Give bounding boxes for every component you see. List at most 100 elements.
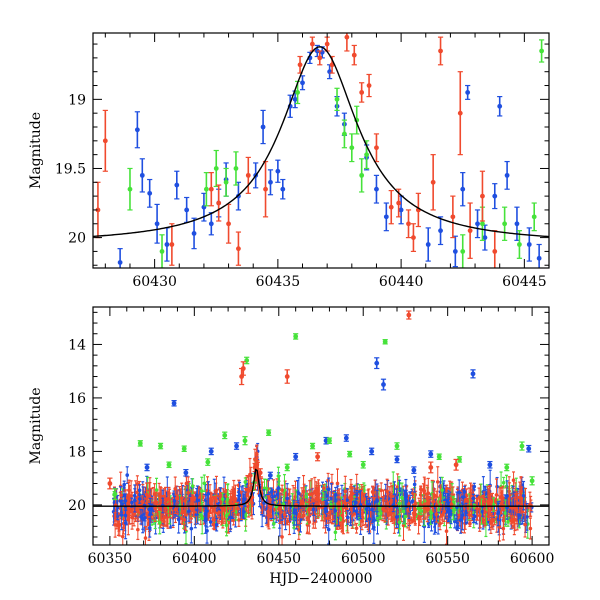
data-point-blue [373, 174, 380, 204]
marker [203, 186, 209, 192]
data-point-blue [275, 159, 281, 183]
marker [335, 481, 340, 486]
marker [317, 55, 323, 61]
data-point-green [354, 105, 360, 135]
data-point-green [460, 234, 466, 268]
data-point-red [528, 517, 533, 540]
data-point-green [294, 80, 301, 105]
data-point-red [492, 230, 498, 268]
data-point-blue [267, 169, 274, 196]
marker [147, 190, 153, 196]
marker [295, 90, 300, 95]
data-point-blue [147, 178, 153, 208]
x-tick-label: 60445 [502, 274, 547, 290]
marker [102, 138, 108, 144]
marker [342, 131, 347, 137]
data-point-blue [154, 203, 160, 244]
marker [425, 242, 431, 247]
marker [189, 526, 194, 531]
y-tick-label: 19 [68, 92, 86, 108]
marker [426, 491, 431, 496]
plot-area [93, 33, 549, 268]
data-point-red [208, 172, 214, 207]
marker [364, 152, 369, 158]
data-point-blue [437, 216, 444, 246]
data-point-green [203, 172, 209, 207]
marker [349, 145, 355, 151]
marker [438, 228, 443, 234]
data-point-red [225, 203, 232, 244]
data-point-blue [208, 212, 214, 236]
marker [379, 488, 383, 493]
data-point-red [479, 170, 486, 222]
data-point-blue [465, 84, 471, 100]
marker [354, 526, 359, 531]
data-point-blue [504, 160, 510, 190]
data-point-blue [174, 170, 180, 200]
marker [127, 186, 133, 192]
data-point-blue [191, 217, 197, 250]
data-point-blue [117, 248, 123, 268]
marker [216, 200, 222, 206]
marker [495, 484, 499, 489]
data-point-red [145, 489, 149, 517]
marker [233, 166, 239, 171]
marker [353, 512, 357, 516]
marker [492, 193, 498, 199]
marker [374, 145, 379, 151]
marker [245, 172, 251, 178]
marker [410, 499, 415, 503]
data-point-blue [164, 227, 170, 262]
marker [309, 41, 315, 47]
marker [528, 526, 533, 531]
data-point-blue [139, 158, 145, 193]
marker [134, 127, 140, 133]
data-point-green [272, 518, 276, 529]
data-point-red [245, 156, 251, 194]
marker [333, 530, 338, 535]
x-tick-label: 60430 [132, 274, 177, 290]
marker [344, 34, 350, 40]
marker [297, 62, 303, 68]
marker [231, 518, 236, 522]
data-point-blue [260, 109, 266, 145]
data-point-red [405, 209, 412, 239]
marker [444, 529, 449, 533]
marker [359, 90, 365, 95]
marker [502, 221, 508, 227]
data-point-green [223, 167, 229, 197]
marker [497, 103, 503, 109]
data-point-green [539, 39, 545, 63]
marker [334, 96, 340, 102]
marker [514, 221, 520, 227]
marker [480, 193, 485, 199]
marker [388, 204, 394, 210]
marker [511, 478, 516, 483]
marker [213, 166, 219, 171]
data-point-green [359, 158, 365, 193]
marker [208, 186, 214, 192]
data-point-green [349, 133, 355, 163]
marker [475, 221, 480, 227]
marker [205, 529, 209, 533]
marker [164, 242, 170, 247]
data-point-red [102, 109, 108, 172]
marker [117, 260, 123, 265]
data-point-red [354, 522, 359, 534]
data-point-green [341, 119, 348, 149]
marker [326, 487, 331, 492]
data-point-green [213, 149, 219, 188]
data-point-red [450, 195, 456, 239]
marker [139, 172, 145, 178]
x-tick-label: 60440 [379, 274, 424, 290]
data-point-red [235, 231, 242, 266]
marker [228, 515, 233, 520]
data-point-blue [495, 476, 499, 497]
data-point-red [317, 50, 323, 66]
data-point-red [430, 154, 436, 211]
data-point-green [502, 206, 508, 241]
marker [345, 498, 349, 502]
marker [169, 242, 175, 247]
marker [452, 249, 458, 254]
marker [145, 501, 149, 505]
